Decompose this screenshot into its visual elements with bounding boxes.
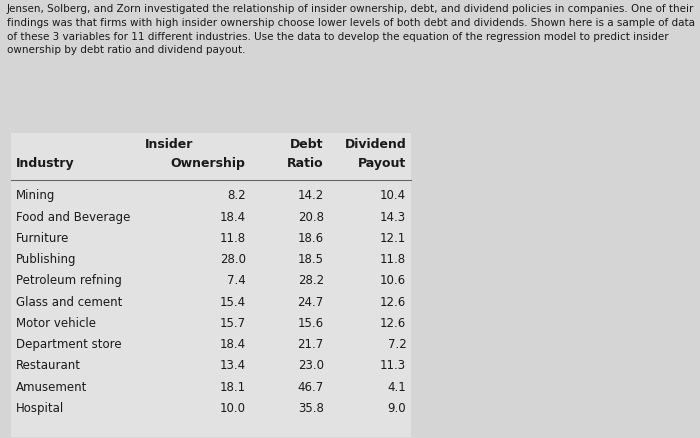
Text: 8.2: 8.2	[227, 189, 246, 202]
Text: Food and Beverage: Food and Beverage	[15, 211, 130, 223]
Text: 23.0: 23.0	[298, 359, 324, 372]
Text: Industry: Industry	[15, 158, 74, 170]
Text: 20.8: 20.8	[298, 211, 324, 223]
Text: Amusement: Amusement	[15, 381, 87, 393]
Text: 28.0: 28.0	[220, 253, 246, 266]
Text: 15.6: 15.6	[298, 317, 324, 330]
Text: Mining: Mining	[15, 189, 55, 202]
Text: 18.6: 18.6	[298, 232, 324, 245]
Text: 15.7: 15.7	[220, 317, 246, 330]
Text: Restaurant: Restaurant	[15, 359, 80, 372]
Text: 35.8: 35.8	[298, 402, 324, 415]
Text: Ownership: Ownership	[171, 158, 246, 170]
Text: Insider: Insider	[145, 138, 194, 152]
Text: Publishing: Publishing	[15, 253, 76, 266]
Text: Ratio: Ratio	[287, 158, 324, 170]
Text: 21.7: 21.7	[298, 338, 324, 351]
Text: Furniture: Furniture	[15, 232, 69, 245]
Text: 14.3: 14.3	[380, 211, 406, 223]
Text: 12.6: 12.6	[380, 296, 406, 308]
Text: 14.2: 14.2	[298, 189, 324, 202]
Text: 11.8: 11.8	[220, 232, 246, 245]
Text: Hospital: Hospital	[15, 402, 64, 415]
Text: 10.4: 10.4	[380, 189, 406, 202]
Text: 10.0: 10.0	[220, 402, 246, 415]
Text: Dividend: Dividend	[344, 138, 406, 152]
Text: 18.4: 18.4	[220, 338, 246, 351]
Text: Motor vehicle: Motor vehicle	[15, 317, 96, 330]
Text: Jensen, Solberg, and Zorn investigated the relationship of insider ownership, de: Jensen, Solberg, and Zorn investigated t…	[7, 4, 695, 55]
Text: 13.4: 13.4	[220, 359, 246, 372]
Text: 11.3: 11.3	[380, 359, 406, 372]
Text: 18.1: 18.1	[220, 381, 246, 393]
Text: 7.2: 7.2	[388, 338, 406, 351]
Text: 7.4: 7.4	[227, 274, 246, 287]
Text: Debt: Debt	[290, 138, 324, 152]
Text: 18.4: 18.4	[220, 211, 246, 223]
Text: 12.1: 12.1	[380, 232, 406, 245]
Text: 28.2: 28.2	[298, 274, 324, 287]
Text: 18.5: 18.5	[298, 253, 324, 266]
FancyBboxPatch shape	[11, 133, 411, 437]
Text: 46.7: 46.7	[298, 381, 324, 393]
Text: 11.8: 11.8	[380, 253, 406, 266]
Text: Department store: Department store	[15, 338, 121, 351]
Text: 12.6: 12.6	[380, 317, 406, 330]
Text: 24.7: 24.7	[298, 296, 324, 308]
Text: 15.4: 15.4	[220, 296, 246, 308]
Text: Payout: Payout	[358, 158, 406, 170]
Text: Glass and cement: Glass and cement	[15, 296, 122, 308]
Text: 10.6: 10.6	[380, 274, 406, 287]
Text: 4.1: 4.1	[388, 381, 406, 393]
Text: 9.0: 9.0	[388, 402, 406, 415]
Text: Petroleum refning: Petroleum refning	[15, 274, 122, 287]
